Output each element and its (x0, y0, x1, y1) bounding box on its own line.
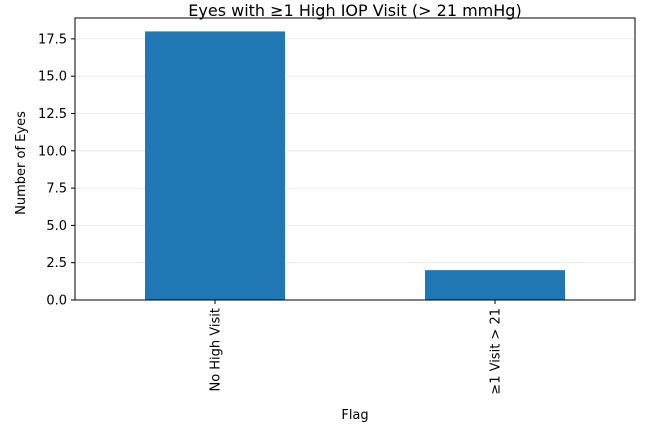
bar-no-high-visit (145, 31, 285, 301)
bar-high-visit (425, 270, 565, 300)
x-axis-ticks: No High Visit ≥1 Visit > 21 (209, 300, 504, 395)
y-tick-label: 0.0 (46, 294, 67, 309)
y-tick-label: 17.5 (38, 32, 67, 47)
x-tick-label: ≥1 Visit > 21 (489, 308, 504, 395)
x-tick-label: No High Visit (209, 308, 224, 392)
y-tick-label: 10.0 (38, 144, 67, 159)
y-axis-ticks: 0.0 2.5 5.0 7.5 10.0 12.5 15.0 17.5 (38, 32, 75, 309)
chart-title: Eyes with ≥1 High IOP Visit (> 21 mmHg) (188, 1, 521, 20)
y-tick-label: 12.5 (38, 107, 67, 122)
y-tick-label: 5.0 (46, 219, 67, 234)
y-axis-label: Number of Eyes (14, 111, 29, 215)
y-tick-label: 15.0 (38, 70, 67, 85)
bars (145, 31, 565, 301)
y-tick-label: 2.5 (46, 256, 67, 271)
plot-frame (74, 17, 636, 301)
x-axis-label: Flag (341, 408, 368, 423)
y-tick-label: 7.5 (46, 182, 67, 197)
